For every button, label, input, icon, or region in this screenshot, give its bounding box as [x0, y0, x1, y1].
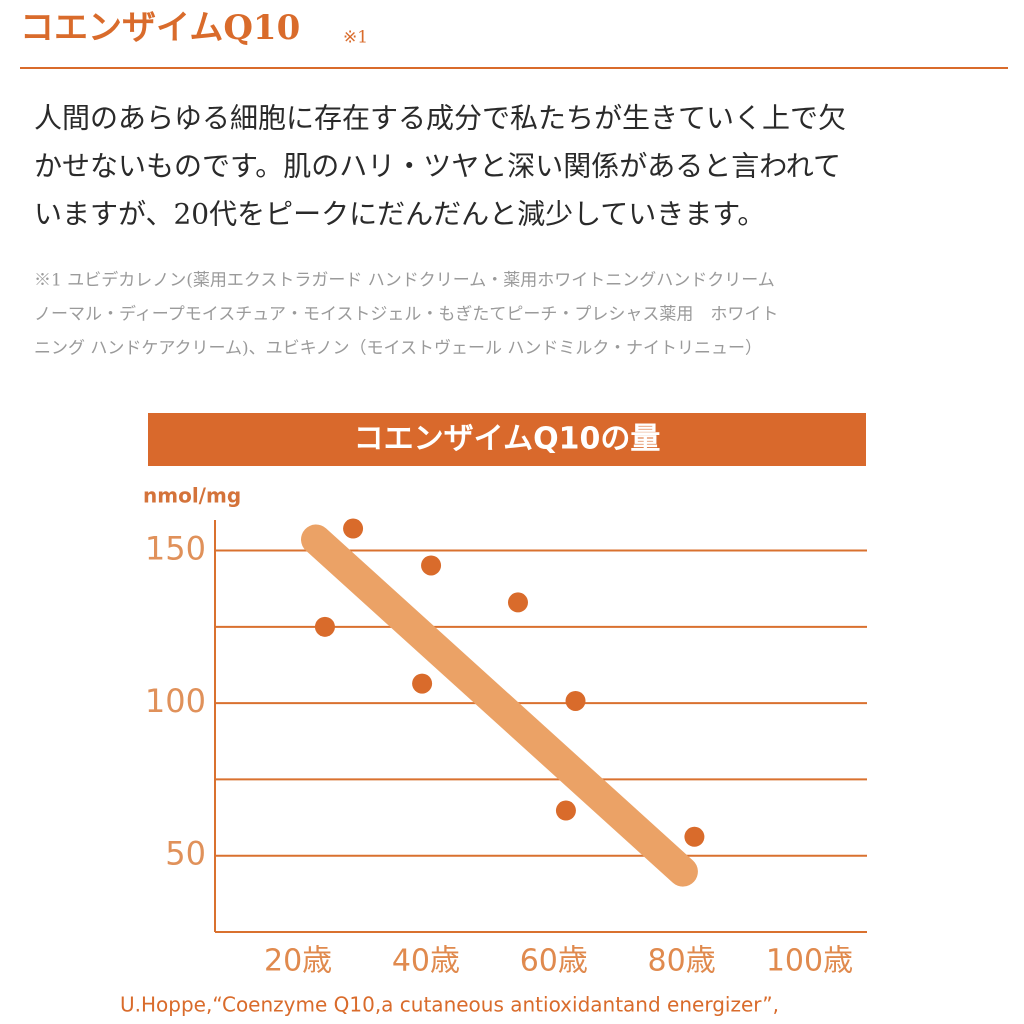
title-note: ※1: [343, 28, 368, 48]
chart-title-bar: [148, 413, 866, 466]
data-point: [314, 616, 335, 637]
data-point: [565, 690, 586, 711]
data-point: [507, 592, 528, 613]
source: U.Hoppe,“Coenzyme Q10,a cutaneous antiox…: [120, 993, 779, 1017]
trend-line: [300, 524, 698, 887]
y-tick-label: 100: [145, 682, 206, 720]
x-tick-label: 80歳: [648, 944, 716, 979]
x-tick-label: 40歳: [392, 944, 460, 979]
footnote-line: ※1 ユビデカレノン(薬用エクストラガード ハンドクリーム・薬用ホワイトニングハ…: [34, 270, 775, 291]
footnote-line: ニング ハンドケアクリーム)、ユビキノン（モイストヴェール ハンドミルク・ナイト…: [34, 339, 762, 359]
y-axis-label: nmol/mg: [143, 484, 241, 508]
body-line: かせないものです。肌のハリ・ツヤと深い関係があると言われて: [34, 150, 841, 183]
y-tick-label: 50: [165, 835, 206, 873]
data-point: [421, 555, 442, 576]
section-title: コエンザイムQ10: [20, 8, 300, 48]
x-tick-label: 100歳: [766, 944, 853, 979]
data-point: [412, 673, 433, 694]
chart-title: コエンザイムQ10の量: [354, 422, 661, 457]
footnote-line: ノーマル・ディープモイスチュア・モイストジェル・もぎたてピーチ・プレシャス薬用 …: [34, 304, 778, 325]
x-tick-label: 60歳: [520, 944, 588, 979]
data-point: [555, 800, 576, 821]
y-tick-label: 150: [145, 530, 206, 568]
body-line: 人間のあらゆる細胞に存在する成分で私たちが生きていく上で欠: [34, 102, 846, 135]
data-point: [684, 826, 705, 847]
x-tick-label: 20歳: [264, 944, 332, 979]
data-point: [343, 518, 364, 539]
body-line: いますが、20代をピークにだんだんと減少していきます。: [34, 198, 765, 231]
